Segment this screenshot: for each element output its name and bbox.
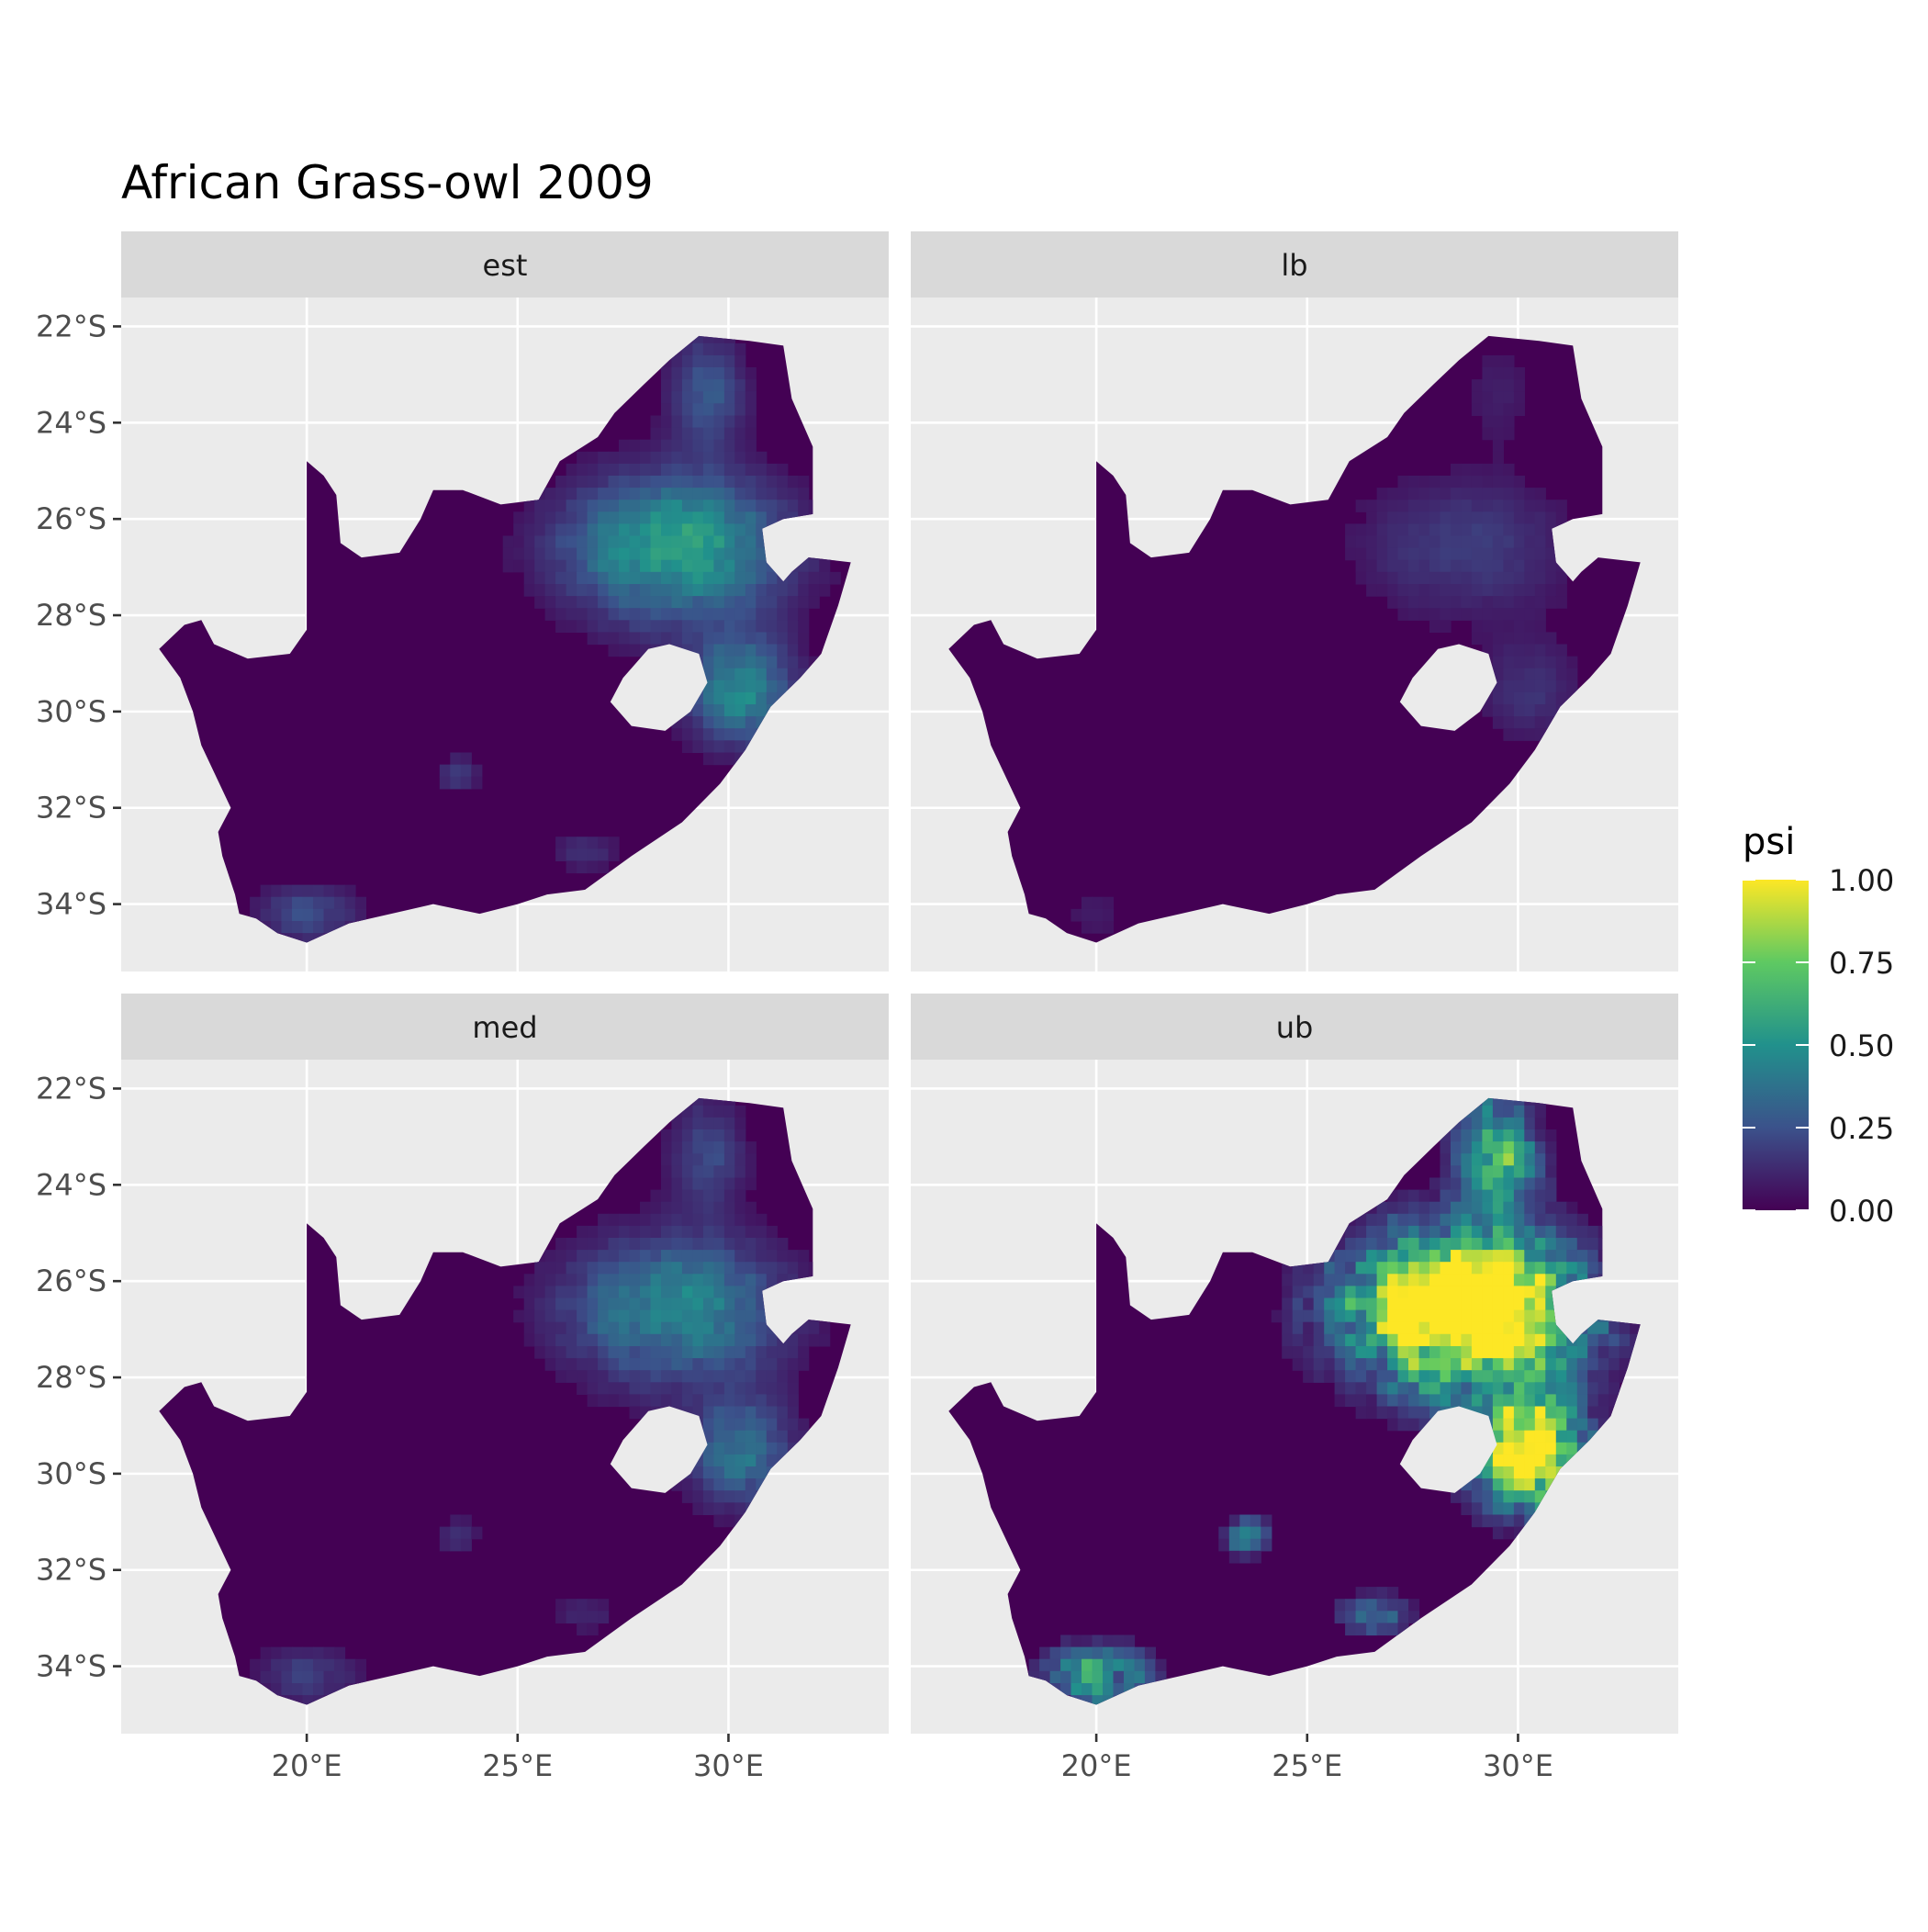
panel-ub: ub xyxy=(911,994,1678,1734)
strip-ub xyxy=(911,994,1678,1060)
strip-est xyxy=(121,231,889,298)
x-axis: 20°E 25°E 30°E 20°E 25°E 30°E xyxy=(272,1734,1553,1783)
y-tick-label: 26°S xyxy=(36,1264,106,1298)
y-tick-label: 24°S xyxy=(36,405,106,440)
y-tick-label: 30°S xyxy=(36,1456,106,1491)
raster-est xyxy=(250,335,851,943)
raster-ub xyxy=(1018,1097,1641,1705)
x-tick-label: 30°E xyxy=(693,1748,764,1783)
y-tick-label: 28°S xyxy=(36,598,106,633)
panel-lb: lb xyxy=(911,231,1678,972)
x-tick-label: 20°E xyxy=(272,1748,342,1783)
y-tick-label: 32°S xyxy=(36,791,106,826)
legend-label: 0.00 xyxy=(1829,1194,1894,1229)
strip-label-est: est xyxy=(483,248,528,283)
strip-label-med: med xyxy=(472,1010,537,1045)
plot-title: African Grass-owl 2009 xyxy=(121,156,654,209)
y-tick-label: 34°S xyxy=(36,1649,106,1684)
panels: est lb med ub xyxy=(121,231,1678,1734)
x-tick-label: 25°E xyxy=(1272,1748,1342,1783)
y-tick-label: 28°S xyxy=(36,1360,106,1395)
legend-title: psi xyxy=(1743,821,1795,863)
lesotho-hole xyxy=(610,1406,708,1493)
lesotho-hole xyxy=(1399,644,1497,731)
strip-label-ub: ub xyxy=(1276,1010,1314,1045)
y-tick-label: 30°S xyxy=(36,694,106,729)
y-tick-label: 22°S xyxy=(36,1071,106,1106)
x-tick-label: 25°E xyxy=(482,1748,553,1783)
x-tick-label: 20°E xyxy=(1061,1748,1132,1783)
legend-label: 0.75 xyxy=(1829,946,1894,981)
y-tick-label: 32°S xyxy=(36,1553,106,1588)
y-axis: 22°S 24°S 26°S 28°S 30°S 32°S 34°S 22°S 24°S 26°S… xyxy=(36,309,121,1684)
strip-med xyxy=(121,994,889,1060)
legend-label: 0.25 xyxy=(1829,1111,1894,1146)
legend-label: 0.50 xyxy=(1829,1028,1894,1063)
strip-lb xyxy=(911,231,1678,298)
y-tick-label: 34°S xyxy=(36,887,106,922)
legend: psi 1.00 0.75 0.50 0.25 0.00 xyxy=(1743,821,1894,1229)
strip-label-lb: lb xyxy=(1281,248,1307,283)
panel-med: med xyxy=(121,994,889,1734)
y-tick-label: 22°S xyxy=(36,309,106,343)
lesotho-hole xyxy=(1399,1406,1497,1493)
y-tick-label: 26°S xyxy=(36,501,106,536)
raster-lb xyxy=(1070,354,1588,934)
x-tick-label: 30°E xyxy=(1483,1748,1553,1783)
panel-est: est xyxy=(121,231,889,972)
legend-label: 1.00 xyxy=(1829,863,1894,898)
y-tick-label: 24°S xyxy=(36,1167,106,1202)
lesotho-hole xyxy=(610,644,708,731)
